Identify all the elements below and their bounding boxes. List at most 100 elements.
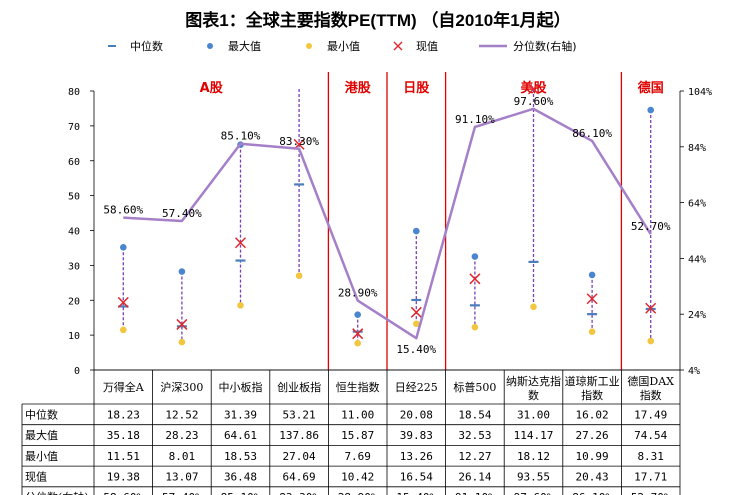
max-dot <box>413 227 420 235</box>
min-dot <box>178 338 186 346</box>
table-row-label: 现值 <box>25 470 47 483</box>
table-row-label: 最小值 <box>25 450 58 463</box>
plot-area: 0 10 20 30 40 50 60 70 80 4% 24% 44% 64% 84% 104% A股 港股 日… <box>68 72 712 377</box>
data-table: 万得全A 沪深300 中小板指 创业板指 恒生指数 日经225 标普500 纳斯达克指数道琼斯… <box>21 369 681 495</box>
table-cell: 36.48 <box>224 470 257 483</box>
left-tick-label: 40 <box>68 227 80 238</box>
min-dot <box>471 323 479 331</box>
legend-marker-min <box>306 43 312 49</box>
table-row-label: 最大值 <box>25 428 58 442</box>
table-row-label: 分位数(右轴) <box>25 490 89 495</box>
right-tick-label: 104% <box>688 87 712 98</box>
current-marker <box>117 296 129 308</box>
table-cell: 93.55 <box>517 470 550 483</box>
category-label: 日经225 <box>395 381 438 394</box>
region-label: 德国 <box>638 80 664 96</box>
table-cell: 74.54 <box>634 429 667 442</box>
min-dot <box>530 303 537 311</box>
current-marker <box>645 302 657 314</box>
min-dot <box>588 328 596 335</box>
legend-label-median: 中位数 <box>130 39 163 53</box>
current-marker <box>586 293 598 305</box>
table-cell: 15.40% <box>396 491 436 495</box>
table-cell: 17.49 <box>634 408 667 421</box>
table-cell: 18.23 <box>107 408 140 421</box>
legend-label-current: 现值 <box>416 40 438 53</box>
region-label: 日股 <box>403 81 429 96</box>
percentile-label: 58.60% <box>103 204 143 217</box>
table-cell: 20.43 <box>576 470 609 483</box>
table-cell: 16.02 <box>576 408 609 421</box>
table-cell: 35.18 <box>107 429 140 442</box>
min-dot <box>354 339 362 347</box>
table-cell: 11.00 <box>341 408 374 421</box>
category-label: 中小板指 <box>219 380 263 394</box>
legend: 中位数 最大值 最小值 现值 分位数(右轴) <box>108 39 577 53</box>
percentile-label: 97.60% <box>514 95 554 108</box>
current-marker <box>176 318 188 330</box>
table-cell: 18.12 <box>517 450 550 463</box>
min-dot <box>237 302 244 309</box>
current-marker <box>527 83 540 95</box>
left-tick-label: 60 <box>68 157 80 168</box>
right-tick-label: 84% <box>688 143 706 154</box>
table-cell: 28.90% <box>338 491 378 495</box>
right-tick-label: 24% <box>688 310 706 321</box>
min-dot <box>413 320 420 328</box>
right-tick-label: 44% <box>688 254 706 265</box>
max-dot <box>120 244 127 251</box>
table-cell: 85.10% <box>221 491 261 495</box>
table-row-label: 中位数 <box>25 407 58 421</box>
max-dot <box>354 311 362 318</box>
min-dot <box>295 272 303 279</box>
left-tick-label: 70 <box>68 122 80 133</box>
legend-label-max: 最大值 <box>228 39 261 53</box>
left-tick-label: 30 <box>68 261 80 272</box>
table-cell: 11.51 <box>107 450 140 463</box>
table-cell: 58.60% <box>103 491 143 495</box>
table-cell: 19.38 <box>107 470 140 483</box>
region-label: A股 <box>200 81 223 96</box>
min-dot <box>647 337 654 345</box>
table-cell: 32.53 <box>458 429 491 442</box>
table-cell: 17.71 <box>634 470 667 483</box>
table-cell: 16.54 <box>400 470 433 483</box>
current-marker <box>410 306 422 318</box>
current-marker <box>234 237 247 249</box>
table-cell: 97.60% <box>514 491 554 495</box>
left-tick-label: 80 <box>68 87 80 98</box>
table-cell: 64.69 <box>283 470 316 483</box>
table-cell: 137.86 <box>279 429 319 442</box>
table-cell: 13.07 <box>165 470 198 483</box>
table-cell: 53.21 <box>283 408 316 421</box>
right-tick-label: 4% <box>688 366 700 377</box>
table-cell: 86.10% <box>572 491 612 495</box>
right-tick-label: 64% <box>688 199 706 210</box>
percentile-line <box>123 107 652 340</box>
table-cell: 31.00 <box>517 408 550 421</box>
table-cell: 31.39 <box>224 408 257 421</box>
table-cell: 57.40% <box>162 491 202 495</box>
table-cell: 8.31 <box>637 450 664 463</box>
table-cell: 18.53 <box>224 450 257 463</box>
percentile-label: 15.40% <box>396 343 436 356</box>
percentile-label: 57.40% <box>162 207 202 220</box>
left-tick-label: 20 <box>68 296 80 307</box>
table-cell: 26.14 <box>458 470 491 483</box>
category-label: 万得全A <box>103 380 145 394</box>
percentile-label: 85.10% <box>221 130 261 143</box>
category-label: 恒生指数 <box>336 380 380 394</box>
legend-label-percentile: 分位数(右轴) <box>513 39 577 53</box>
left-tick-label: 50 <box>68 192 80 203</box>
table-cell: 91.10% <box>455 491 495 495</box>
category-label: 德国DAX 指数 <box>627 374 674 402</box>
percentile-label: 86.10% <box>572 127 612 140</box>
legend-marker-current <box>393 41 403 51</box>
table-cell: 114.17 <box>514 429 554 442</box>
percentile-label: 28.90% <box>338 287 378 300</box>
max-dot <box>471 253 479 260</box>
current-marker <box>469 273 481 285</box>
min-dot <box>120 326 127 334</box>
category-label: 创业板指 <box>277 380 321 394</box>
